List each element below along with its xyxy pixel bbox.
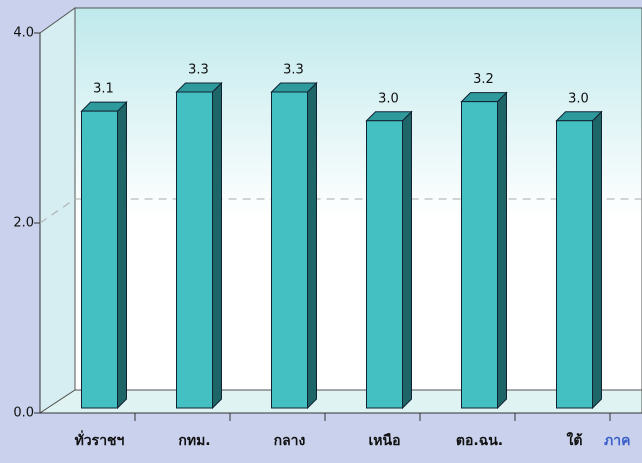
bar [555, 110, 603, 410]
bar-face [592, 110, 602, 410]
bar-face [271, 91, 308, 409]
bar-face [461, 101, 498, 409]
x-tick-label: กลาง [274, 433, 306, 449]
value-label: 3.2 [473, 72, 494, 87]
bar [270, 81, 318, 410]
bar-face [117, 100, 127, 410]
bar-face [212, 81, 222, 410]
bar-face [497, 91, 507, 410]
bar-face [556, 120, 593, 409]
grid-line [39, 198, 642, 224]
floor [38, 389, 642, 414]
bar [80, 100, 128, 410]
x-axis-label: ภาค [604, 433, 630, 449]
bar-face [307, 81, 317, 410]
x-tick-label: เหนือ [369, 433, 401, 449]
value-label: 3.0 [378, 91, 399, 106]
x-tick-label: ทั่วราชฯ [75, 430, 125, 449]
y-tick-label: 2.0 [13, 216, 34, 231]
bar-face [81, 110, 118, 409]
bar-face [176, 91, 213, 409]
bar [175, 81, 223, 410]
x-tick-label: ตอ.ฉน. [456, 433, 503, 449]
value-label: 3.0 [568, 91, 589, 106]
y-tick-label: 0.0 [13, 406, 34, 421]
value-label: 3.1 [93, 82, 114, 97]
value-label: 3.3 [283, 63, 304, 78]
value-label: 3.3 [188, 63, 209, 78]
y-tick-label: 4.0 [13, 26, 34, 41]
x-tick-label: ใต้ [567, 431, 583, 449]
bar-face [366, 120, 403, 409]
bar [460, 91, 508, 410]
bar-face [402, 110, 412, 410]
x-tick-label: กทม. [178, 433, 210, 449]
bar [365, 110, 413, 410]
